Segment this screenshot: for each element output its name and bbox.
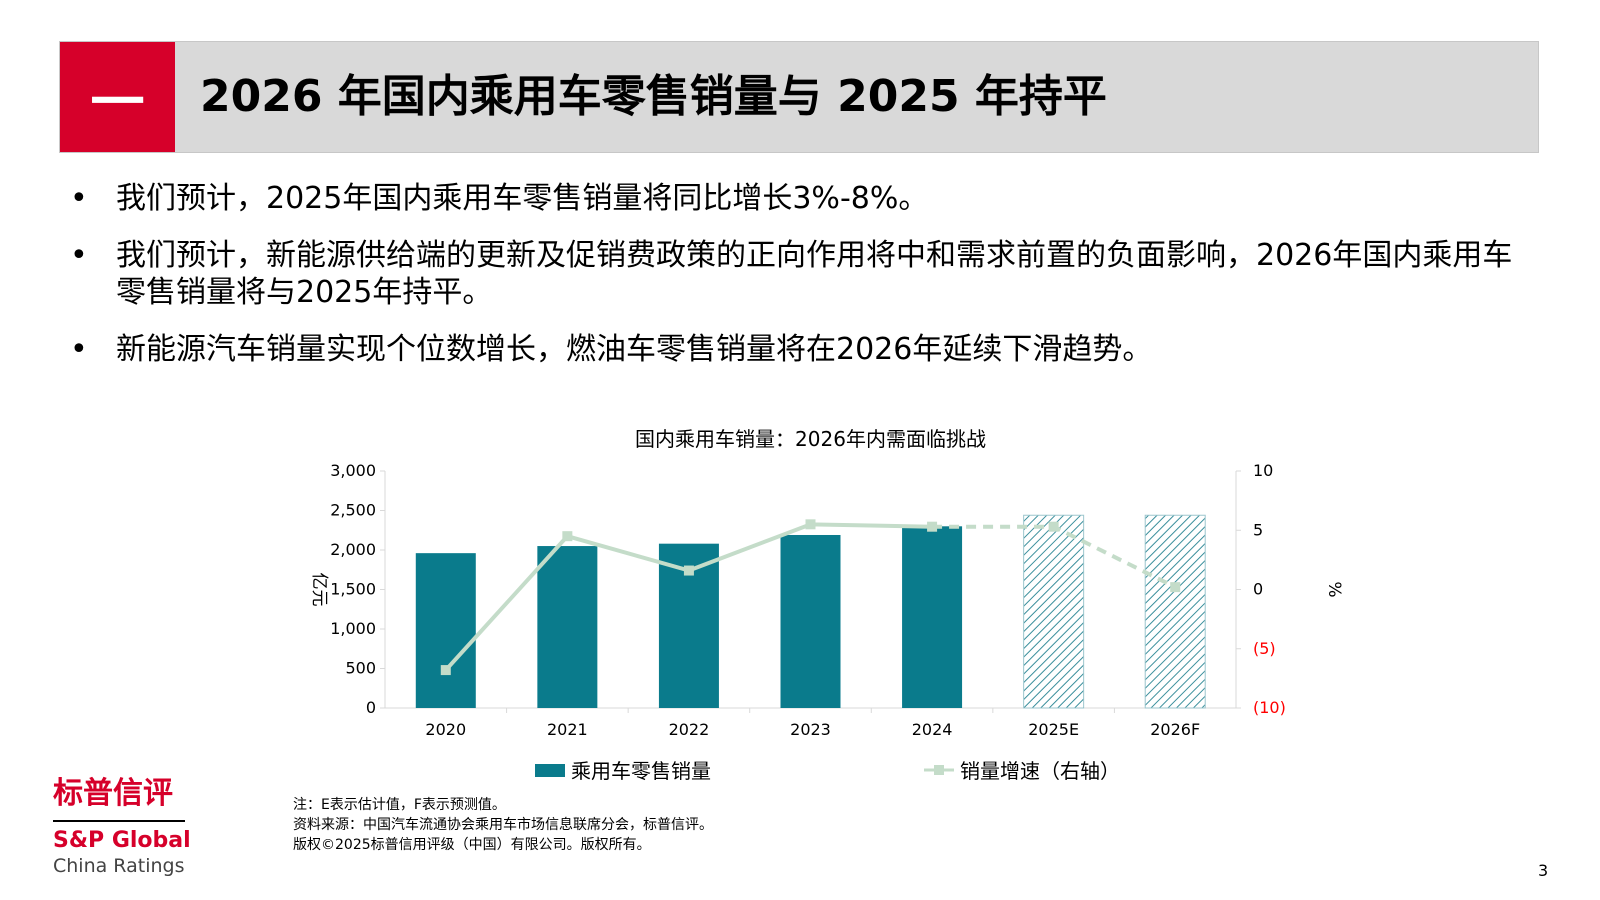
y2-tick-label: 10	[1253, 461, 1273, 480]
bar	[902, 526, 963, 708]
y-tick-label: 1,500	[330, 580, 376, 599]
growth-marker	[927, 521, 938, 532]
growth-marker	[1048, 521, 1059, 532]
copyright-line: 版权©2025标普信用评级（中国）有限公司。版权所有。	[293, 837, 651, 853]
y-axis-label: 亿元	[309, 573, 329, 607]
bullet-item: • 新能源汽车销量实现个位数增长，燃油车零售销量将在2026年延续下滑趋势。	[70, 331, 1540, 368]
chart-notes: 注：E表示估计值，F表示预测值。 资料来源：中国汽车流通协会乘用车市场信息联席分…	[293, 795, 713, 855]
growth-marker	[1170, 582, 1181, 593]
chart-title: 国内乘用车销量：2026年内需面临挑战	[635, 427, 986, 451]
bullet-dot: •	[70, 181, 88, 216]
y-tick-label: 1,000	[330, 619, 376, 638]
bullet-text: 新能源汽车销量实现个位数增长，燃油车零售销量将在2026年延续下滑趋势。	[116, 332, 1153, 367]
x-tick-label: 2026F	[1150, 720, 1200, 739]
bullet-dot: •	[70, 332, 88, 367]
legend-bar-swatch	[535, 764, 565, 777]
y2-tick-label: 5	[1253, 520, 1263, 539]
logo-divider	[53, 820, 185, 822]
legend-line-label: 销量增速（右轴）	[960, 759, 1120, 783]
growth-marker	[440, 665, 451, 676]
x-tick-label: 2020	[425, 720, 466, 739]
x-tick-label: 2025E	[1028, 720, 1079, 739]
y-tick-label: 2,500	[330, 501, 376, 520]
source-line: 资料来源：中国汽车流通协会乘用车市场信息联席分会，标普信评。	[293, 817, 713, 833]
bar	[1144, 514, 1206, 709]
y2-tick-label: (5)	[1253, 639, 1276, 658]
section-badge: 一	[60, 42, 175, 152]
y2-axis-label: %	[1324, 581, 1344, 597]
growth-marker	[805, 519, 816, 530]
legend-bar-label: 乘用车零售销量	[571, 759, 711, 783]
legend-line-marker	[934, 765, 944, 775]
note-line: 注：E表示估计值，F表示预测值。	[293, 797, 506, 813]
bar	[537, 546, 598, 708]
y-tick-label: 3,000	[330, 461, 376, 480]
bar	[780, 534, 841, 708]
y-tick-label: 0	[366, 698, 376, 717]
y2-tick-label: (10)	[1253, 698, 1286, 717]
x-tick-label: 2021	[547, 720, 588, 739]
bar	[1023, 514, 1085, 709]
page-number: 3	[1538, 861, 1549, 880]
bullet-item: • 我们预计，新能源供给端的更新及促销费政策的正向作用将中和需求前置的负面影响，…	[70, 237, 1540, 311]
bullet-text: 我们预计，2025年国内乘用车零售销量将同比增长3%-8%。	[116, 181, 929, 216]
x-tick-label: 2024	[912, 720, 953, 739]
bullet-text: 我们预计，新能源供给端的更新及促销费政策的正向作用将中和需求前置的负面影响，20…	[116, 238, 1513, 310]
y-tick-label: 2,000	[330, 540, 376, 559]
x-tick-label: 2023	[790, 720, 831, 739]
bullet-list: • 我们预计，2025年国内乘用车零售销量将同比增长3%-8%。 • 我们预计，…	[70, 180, 1540, 388]
slide-header: 一 2026 年国内乘用车零售销量与 2025 年持平	[59, 41, 1539, 153]
y-tick-label: 500	[345, 659, 376, 678]
y2-tick-label: 0	[1253, 580, 1263, 599]
logo-en-primary: S&P Global	[53, 828, 191, 853]
growth-marker	[562, 531, 573, 542]
bullet-item: • 我们预计，2025年国内乘用车零售销量将同比增长3%-8%。	[70, 180, 1540, 217]
bar	[415, 553, 476, 708]
logo-cn: 标普信评	[53, 776, 173, 811]
growth-marker	[683, 565, 694, 576]
x-tick-label: 2022	[669, 720, 710, 739]
brand-logo: 标普信评 S&P Global China Ratings	[53, 776, 193, 878]
slide-title: 2026 年国内乘用车零售销量与 2025 年持平	[200, 71, 1107, 122]
logo-en-secondary: China Ratings	[53, 855, 185, 877]
bullet-dot: •	[70, 238, 88, 273]
